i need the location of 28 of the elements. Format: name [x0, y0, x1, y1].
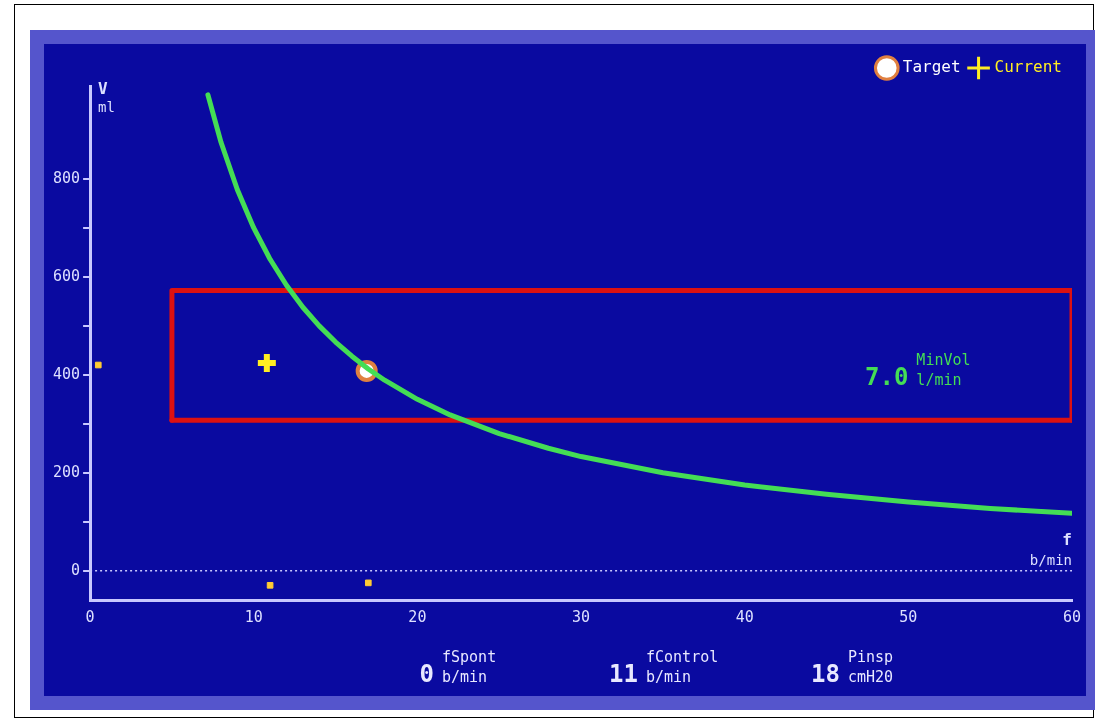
y-tick-label: 200: [53, 462, 81, 481]
text: Pinsp: [848, 648, 894, 666]
text: cmH20: [848, 668, 894, 686]
annotation: 7.0: [864, 362, 909, 391]
text: b/min: [442, 668, 488, 686]
text: fControl: [646, 648, 719, 666]
x-axis-title: f b/min: [1029, 529, 1072, 568]
x-tick-label: 0: [85, 607, 95, 626]
x-tick-label: 60: [1062, 607, 1082, 626]
x-tick-label: 50: [899, 607, 918, 626]
annotation: MinVol: [916, 350, 971, 369]
text: b/min: [646, 668, 692, 686]
text: 0: [419, 660, 434, 688]
x-tick-label: 10: [244, 607, 263, 626]
y-tick-label: 600: [53, 266, 81, 285]
x-tick-label: 40: [735, 607, 754, 626]
y-tick-label: 0: [71, 560, 81, 579]
text: 11: [609, 660, 638, 688]
x-tick-label: 30: [572, 607, 591, 626]
text: fSpont: [442, 648, 497, 666]
legend-label: Current: [994, 57, 1063, 77]
y-axis-title: V ml: [98, 79, 115, 115]
annotation: l/min: [916, 370, 962, 389]
y-tick-label: 400: [53, 364, 81, 383]
y-tick-label: 800: [53, 168, 81, 187]
x-tick-label: 20: [408, 607, 427, 626]
text: 18: [811, 660, 840, 688]
legend-label: Target: [902, 57, 961, 77]
